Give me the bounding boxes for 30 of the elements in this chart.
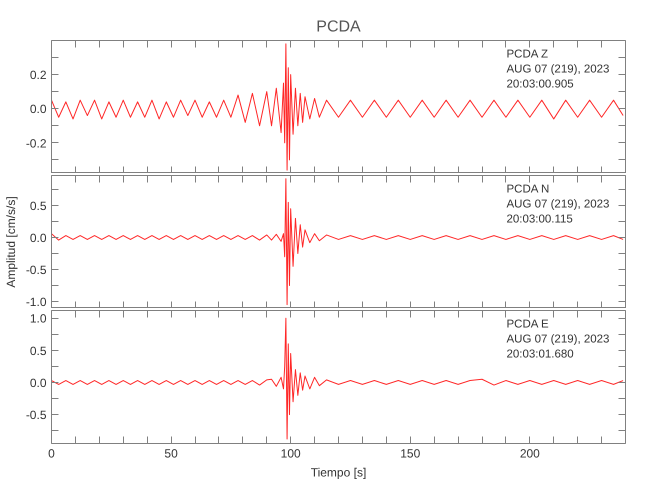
y-tick-label: 0.5 xyxy=(30,344,47,358)
y-tick-label: -0.5 xyxy=(26,408,47,422)
x-tick-label: 200 xyxy=(520,446,540,460)
y-tick-label: -0.5 xyxy=(26,262,47,277)
x-tick-label: 150 xyxy=(400,446,421,460)
y-tick-label: -1.0 xyxy=(26,294,47,309)
annotation: PCDA N xyxy=(506,184,550,196)
y-tick-label: -0.2 xyxy=(26,136,47,150)
annotation: 20:03:00.905 xyxy=(506,78,574,90)
y-tick-label: 0.0 xyxy=(30,376,47,390)
annotation: 20:03:01.680 xyxy=(506,348,574,360)
y-tick-label: 0.0 xyxy=(30,231,47,246)
chart-title: PCDA xyxy=(316,18,362,36)
y-tick-label: 1.0 xyxy=(30,312,47,326)
line-series xyxy=(52,178,624,306)
annotation: PCDA Z xyxy=(506,48,548,60)
y-tick-label: 0.0 xyxy=(30,102,47,116)
annotation: AUG 07 (219), 2023 xyxy=(506,64,610,76)
y-axis-title: Amplitud [cm/s/s] xyxy=(4,196,18,288)
annotation: PCDA E xyxy=(506,318,550,330)
y-tick-label: 0.2 xyxy=(30,68,47,82)
x-tick-label: 50 xyxy=(164,446,178,460)
annotation: 20:03:00.115 xyxy=(506,214,573,226)
annotation: AUG 07 (219), 2023 xyxy=(506,334,610,346)
x-tick-label: 100 xyxy=(280,446,302,460)
annotation: AUG 07 (219), 2023 xyxy=(506,198,610,210)
line-series xyxy=(52,318,624,440)
x-axis-title: Tiempo [s] xyxy=(310,466,366,480)
x-tick-label: 0 xyxy=(48,446,56,460)
y-tick-label: 0.5 xyxy=(30,199,47,214)
